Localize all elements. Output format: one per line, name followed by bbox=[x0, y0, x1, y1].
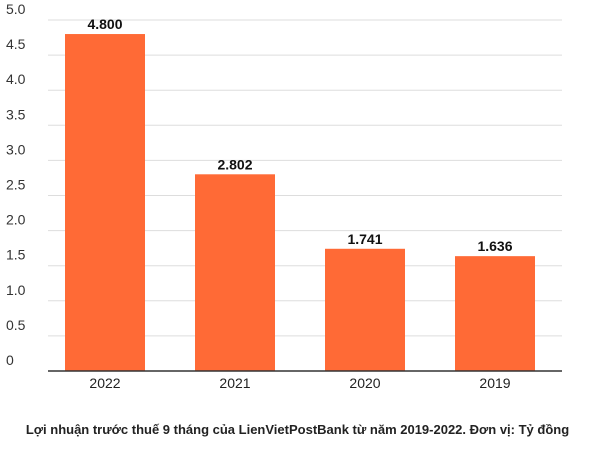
y-tick-label: 2.0 bbox=[6, 212, 26, 228]
y-tick-label: 4.5 bbox=[6, 36, 26, 52]
chart-caption: Lợi nhuận trước thuế 9 tháng của LienVie… bbox=[25, 422, 570, 437]
x-tick-label: 2020 bbox=[349, 375, 380, 391]
bar-2021 bbox=[195, 174, 275, 371]
data-labels: 4.800 2.802 1.741 1.636 bbox=[87, 16, 512, 254]
y-tick-label: 1.0 bbox=[6, 282, 26, 298]
y-tick-label: 0 bbox=[6, 352, 14, 368]
y-tick-label: 0.5 bbox=[6, 317, 26, 333]
y-tick-label: 2.5 bbox=[6, 177, 26, 193]
x-tick-label: 2021 bbox=[219, 375, 250, 391]
y-tick-label: 3.0 bbox=[6, 141, 26, 157]
bar-2022 bbox=[65, 34, 145, 371]
bar-2020 bbox=[325, 248, 405, 371]
y-tick-label: 4.0 bbox=[6, 71, 26, 87]
data-label-2021: 2.802 bbox=[217, 156, 252, 172]
y-tick-label: 1.5 bbox=[6, 247, 26, 263]
bar-2019 bbox=[455, 256, 535, 371]
data-label-2020: 1.741 bbox=[347, 231, 382, 247]
x-tick-label: 2022 bbox=[89, 375, 120, 391]
y-axis-ticks: 0 0.5 1.0 1.5 2.0 2.5 3.0 3.5 4.0 4.5 5.0 bbox=[6, 1, 26, 368]
data-label-2022: 4.800 bbox=[87, 16, 122, 32]
y-tick-label: 3.5 bbox=[6, 106, 26, 122]
x-axis-ticks: 2022 2021 2020 2019 bbox=[89, 375, 510, 391]
x-tick-label: 2019 bbox=[479, 375, 510, 391]
y-tick-label: 5.0 bbox=[6, 1, 26, 17]
bars bbox=[65, 34, 535, 371]
data-label-2019: 1.636 bbox=[477, 238, 512, 254]
